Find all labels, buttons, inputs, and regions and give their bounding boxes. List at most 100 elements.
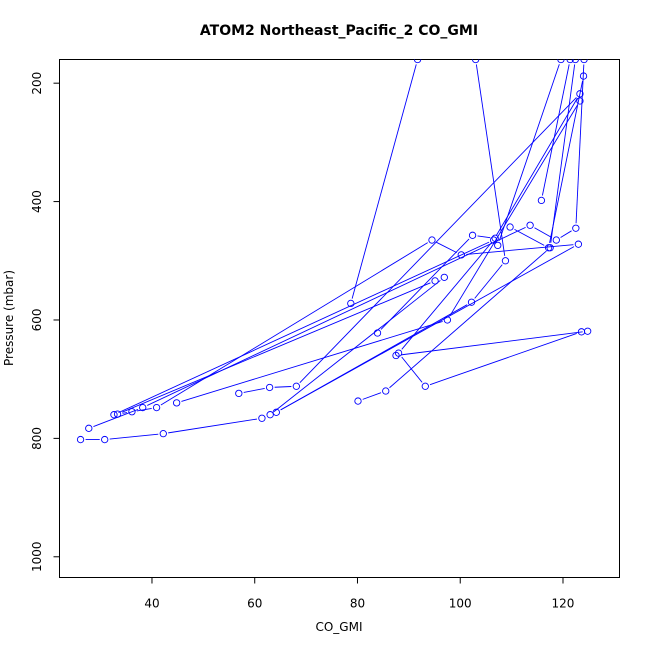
data-point	[266, 411, 274, 419]
data-point	[501, 257, 510, 265]
series-segment	[449, 104, 578, 316]
data-point	[506, 223, 514, 231]
x-axis: 40 60 80 100 120	[144, 577, 575, 611]
data-point	[382, 387, 390, 395]
data-point	[394, 349, 403, 357]
series-segment	[560, 230, 572, 238]
data-point	[347, 299, 355, 308]
series-segment	[474, 264, 503, 299]
series-segment	[362, 392, 382, 400]
series-segment	[429, 333, 577, 386]
series-10	[172, 97, 584, 407]
x-tick-label: 60	[247, 597, 262, 611]
x-tick-label: 80	[350, 597, 365, 611]
data-point	[583, 327, 592, 335]
data-point	[292, 382, 300, 390]
series-segment	[122, 412, 128, 414]
data-point	[557, 59, 565, 64]
series-segment	[93, 408, 139, 427]
series-segment	[109, 433, 159, 440]
series-8	[506, 72, 588, 252]
series-segment	[534, 227, 553, 238]
y-axis-label: Pressure (mbar)	[2, 270, 16, 366]
series-segment	[514, 229, 545, 246]
x-tick-label: 120	[552, 597, 575, 611]
data-point	[172, 399, 181, 407]
plot-area-frame	[59, 59, 620, 578]
series-segment	[550, 64, 576, 243]
series-segment	[136, 407, 152, 412]
y-tick-label: 600	[30, 309, 44, 332]
data-point	[576, 90, 584, 98]
data-point	[526, 221, 534, 229]
series-segment	[475, 64, 506, 256]
x-tick-label: 40	[144, 597, 159, 611]
data-point	[159, 429, 167, 438]
data-point	[571, 59, 579, 64]
data-point	[421, 382, 429, 390]
series-segment	[280, 304, 468, 411]
series-segment	[389, 250, 547, 389]
series-6	[110, 90, 584, 419]
data-point	[579, 72, 588, 80]
data-point	[544, 244, 553, 252]
data-point	[576, 97, 584, 105]
series-segment	[541, 64, 570, 196]
data-point	[574, 240, 583, 248]
series-segment	[495, 97, 578, 236]
series-segment	[380, 238, 470, 330]
series-2	[347, 59, 422, 308]
series-segment	[401, 356, 423, 383]
series-segment	[274, 386, 292, 388]
series-segment	[436, 241, 458, 254]
series-segment	[299, 97, 577, 384]
data-point	[443, 316, 452, 324]
data-point	[152, 403, 161, 412]
data-point	[235, 389, 243, 398]
series-1	[76, 59, 583, 444]
x-tick-label: 100	[449, 597, 472, 611]
series-segment	[351, 64, 417, 299]
data-point	[272, 408, 280, 416]
series-3	[85, 59, 588, 432]
data-point	[85, 424, 93, 432]
y-axis: 200 400 600 800 1000	[30, 72, 60, 572]
series-segment	[401, 241, 493, 350]
data-point	[580, 59, 588, 64]
chart-title: ATOM2 Northeast_Pacific_2 CO_GMI	[200, 23, 478, 39]
series-segment	[168, 418, 258, 434]
series-segment	[118, 241, 490, 414]
series-segment	[549, 80, 583, 243]
data-point	[76, 435, 85, 444]
y-tick-label: 200	[30, 72, 44, 95]
y-tick-label: 1000	[30, 542, 44, 573]
series-segment	[498, 64, 560, 241]
series-segment	[181, 321, 443, 402]
data-point	[546, 244, 554, 252]
data-point	[537, 196, 546, 205]
x-axis-label: CO_GMI	[315, 620, 362, 634]
data-point	[392, 351, 400, 360]
series-4	[354, 59, 579, 405]
data-point	[572, 224, 580, 232]
data-point	[139, 403, 147, 412]
series-segment	[147, 226, 526, 406]
y-tick-label: 400	[30, 190, 44, 213]
series-segment	[273, 280, 441, 412]
data-point	[467, 298, 476, 306]
data-point	[566, 59, 574, 64]
series-segment	[477, 235, 491, 239]
series-5	[373, 231, 592, 390]
series-9	[537, 59, 574, 205]
data-point	[354, 397, 362, 405]
data-point	[373, 329, 382, 337]
data-point	[431, 277, 439, 285]
series-segment	[121, 282, 431, 413]
data-point	[468, 231, 477, 239]
series-segment	[575, 64, 585, 224]
data-point	[471, 59, 480, 64]
data-point	[128, 408, 136, 416]
series-7	[494, 59, 565, 250]
